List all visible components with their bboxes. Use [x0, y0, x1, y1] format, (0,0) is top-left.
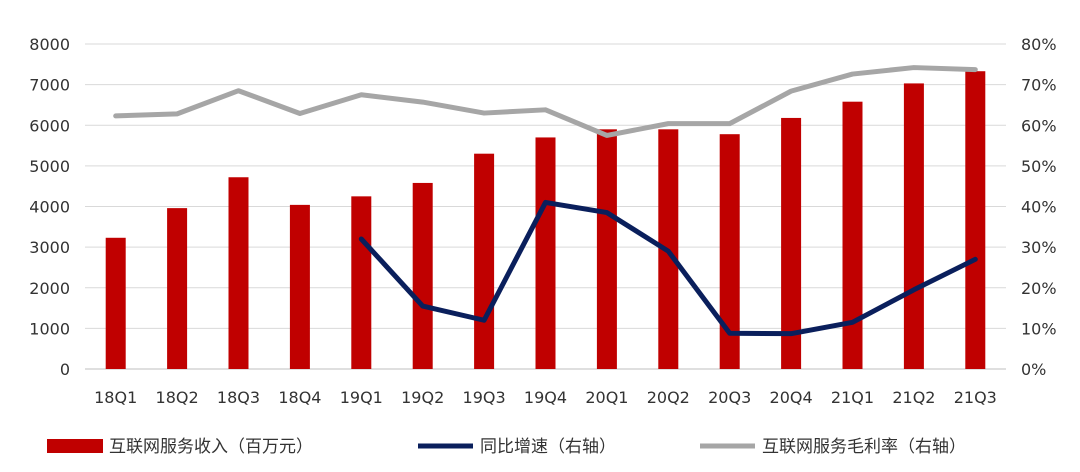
y-left-tick-label: 5000 [29, 157, 70, 176]
x-tick-label: 19Q4 [524, 388, 567, 407]
bar [965, 71, 986, 369]
x-tick-label: 19Q2 [401, 388, 444, 407]
bar [535, 137, 556, 369]
x-tick-label: 20Q2 [647, 388, 690, 407]
x-tick-label: 21Q3 [954, 388, 997, 407]
y-axis-right: 0% 10% 20% 30% 40% 50% 60% 70% 80% [1021, 35, 1057, 379]
bar [412, 182, 433, 369]
y-left-tick-label: 0 [60, 360, 70, 379]
y-right-tick-label: 80% [1021, 35, 1057, 54]
bar [228, 177, 249, 369]
bar-series-revenue [105, 71, 986, 369]
y-axis-left: 0 1000 2000 3000 4000 5000 6000 7000 8000 [29, 35, 70, 379]
bar [289, 204, 310, 369]
legend: 互联网服务收入（百万元） 同比增速（右轴） 互联网服务毛利率（右轴） [47, 437, 966, 457]
y-right-tick-label: 10% [1021, 319, 1057, 338]
x-tick-label: 18Q2 [156, 388, 199, 407]
y-right-tick-label: 40% [1021, 198, 1057, 217]
y-right-tick-label: 70% [1021, 76, 1057, 95]
bar [474, 153, 495, 369]
y-right-tick-label: 50% [1021, 157, 1057, 176]
x-axis: 18Q1 18Q2 18Q3 18Q4 19Q1 19Q2 19Q3 19Q4 20Q1 20Q2… [94, 388, 997, 407]
x-tick-label: 19Q3 [463, 388, 506, 407]
y-left-tick-label: 2000 [29, 279, 70, 298]
y-left-tick-label: 7000 [29, 76, 70, 95]
bar [842, 101, 863, 369]
legend-label: 同比增速（右轴） [480, 437, 616, 457]
y-right-tick-label: 60% [1021, 116, 1057, 135]
x-tick-label: 20Q3 [708, 388, 751, 407]
x-tick-label: 18Q4 [278, 388, 321, 407]
y-right-tick-label: 30% [1021, 238, 1057, 257]
x-tick-label: 20Q4 [770, 388, 813, 407]
legend-label: 互联网服务收入（百万元） [109, 437, 313, 457]
bar [105, 237, 126, 369]
y-left-tick-label: 6000 [29, 116, 70, 135]
bar [903, 83, 924, 369]
x-tick-label: 21Q1 [831, 388, 874, 407]
bar [167, 208, 188, 369]
y-left-tick-label: 3000 [29, 238, 70, 257]
x-tick-label: 18Q3 [217, 388, 260, 407]
x-tick-label: 19Q1 [340, 388, 383, 407]
line-yoy-growth [358, 199, 978, 337]
legend-label: 互联网服务毛利率（右轴） [762, 437, 966, 457]
x-tick-label: 18Q1 [94, 388, 137, 407]
y-left-tick-label: 4000 [29, 198, 70, 217]
bar [596, 129, 617, 369]
legend-swatch-revenue [47, 439, 103, 453]
bar [719, 134, 740, 369]
bar [351, 196, 372, 369]
y-right-tick-label: 0% [1021, 360, 1046, 379]
bar [781, 117, 802, 369]
y-left-tick-label: 1000 [29, 319, 70, 338]
line-series [113, 65, 978, 337]
x-tick-label: 21Q2 [892, 388, 935, 407]
line-gross-margin [113, 65, 978, 138]
y-right-tick-label: 20% [1021, 279, 1057, 298]
y-left-tick-label: 8000 [29, 35, 70, 54]
x-tick-label: 20Q1 [585, 388, 628, 407]
